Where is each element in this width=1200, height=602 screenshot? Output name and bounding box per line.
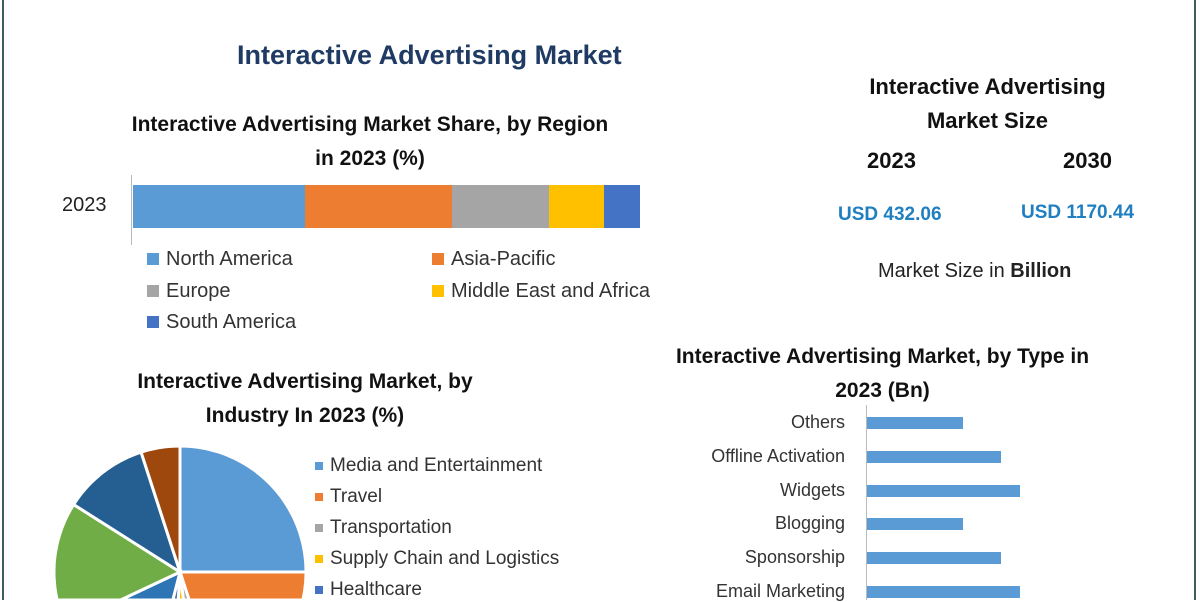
- type-bar-offline-activation: [867, 450, 1001, 463]
- unit-bold: Billion: [1010, 260, 1072, 282]
- legend-swatch: [147, 285, 159, 297]
- pie-slice-6: [52, 502, 184, 600]
- legend-label: Travel: [330, 486, 383, 507]
- market-size-heading: Interactive Advertising Market Size: [869, 74, 1106, 133]
- region-stacked-bar: [133, 185, 640, 228]
- region-axis: [131, 175, 132, 245]
- region-chart-title: Interactive Advertising Market Share, by…: [131, 113, 609, 170]
- legend-label: Media and Entertainment: [330, 455, 543, 476]
- region-segment-north-america: [133, 185, 306, 228]
- legend-label: Middle East and Africa: [451, 280, 650, 302]
- type-bar-blogging: [867, 518, 963, 531]
- type-bar-label: Others: [790, 412, 845, 432]
- legend-swatch: [432, 253, 444, 265]
- year-end: 2030: [1063, 148, 1112, 173]
- legend-label: Transportation: [330, 517, 452, 538]
- type-bar-label: Widgets: [779, 479, 845, 500]
- industry-legend-item: Healthcare: [315, 579, 422, 601]
- region-segment-middle-east-and-africa: [548, 185, 605, 228]
- legend-label: North America: [166, 248, 293, 270]
- type-chart-title: Interactive Advertising Market, by Type …: [675, 345, 1090, 402]
- legend-swatch: [315, 524, 323, 532]
- region-legend-item: Asia-Pacific: [432, 248, 555, 270]
- legend-swatch: [315, 555, 323, 563]
- region-legend-item: Europe: [147, 280, 231, 302]
- unit-prefix: Market Size in: [878, 260, 1011, 282]
- market-size-unit: Market Size in Billion: [878, 260, 1071, 283]
- legend-swatch: [432, 285, 444, 297]
- type-bar-label: Offline Activation: [711, 445, 845, 466]
- industry-legend-item: Supply Chain and Logistics: [315, 548, 559, 570]
- type-bar-email-marketing: [867, 586, 1020, 598]
- industry-chart-title: Interactive Advertising Market, by Indus…: [137, 370, 473, 427]
- type-bar-label: Sponsorship: [744, 547, 845, 568]
- legend-swatch: [147, 253, 159, 265]
- type-bar-sponsorship: [867, 552, 1001, 565]
- type-axis: [866, 405, 867, 600]
- region-segment-asia-pacific: [305, 185, 453, 228]
- legend-label: Supply Chain and Logistics: [330, 548, 560, 569]
- year-start: 2023: [867, 148, 916, 173]
- legend-swatch: [315, 586, 323, 594]
- region-segment-south-america: [604, 185, 640, 228]
- legend-label: South America: [166, 311, 297, 333]
- market-value-start: USD 432.06: [838, 204, 942, 225]
- type-bar-label: Email Marketing: [715, 581, 845, 601]
- industry-legend-item: Transportation: [315, 517, 452, 539]
- page-title: Interactive Advertising Market: [237, 40, 622, 70]
- region-legend-item: Middle East and Africa: [432, 280, 650, 302]
- industry-pie-chart: [52, 444, 308, 600]
- legend-swatch: [315, 462, 323, 470]
- pie-slice-travel: [177, 570, 308, 600]
- region-year-label: 2023: [62, 194, 107, 216]
- market-value-end: USD 1170.44: [1021, 202, 1135, 223]
- region-legend-item: North America: [147, 248, 293, 270]
- legend-label: Asia-Pacific: [451, 248, 556, 270]
- industry-legend-item: Travel: [315, 486, 382, 508]
- legend-label: Europe: [166, 280, 231, 302]
- pie-slice-8: [139, 444, 182, 573]
- pie-slice-media-and-entertainment: [178, 444, 308, 574]
- legend-swatch: [315, 493, 323, 501]
- type-bar-others: [867, 417, 963, 429]
- region-legend-item: South America: [147, 311, 296, 333]
- type-bar-label: Blogging: [774, 513, 845, 534]
- legend-swatch: [147, 316, 159, 328]
- region-segment-europe: [452, 185, 549, 228]
- industry-legend-item: Media and Entertainment: [315, 455, 542, 477]
- type-bar-widgets: [867, 484, 1020, 497]
- legend-label: Healthcare: [330, 579, 422, 600]
- pie-slice-7: [71, 450, 183, 576]
